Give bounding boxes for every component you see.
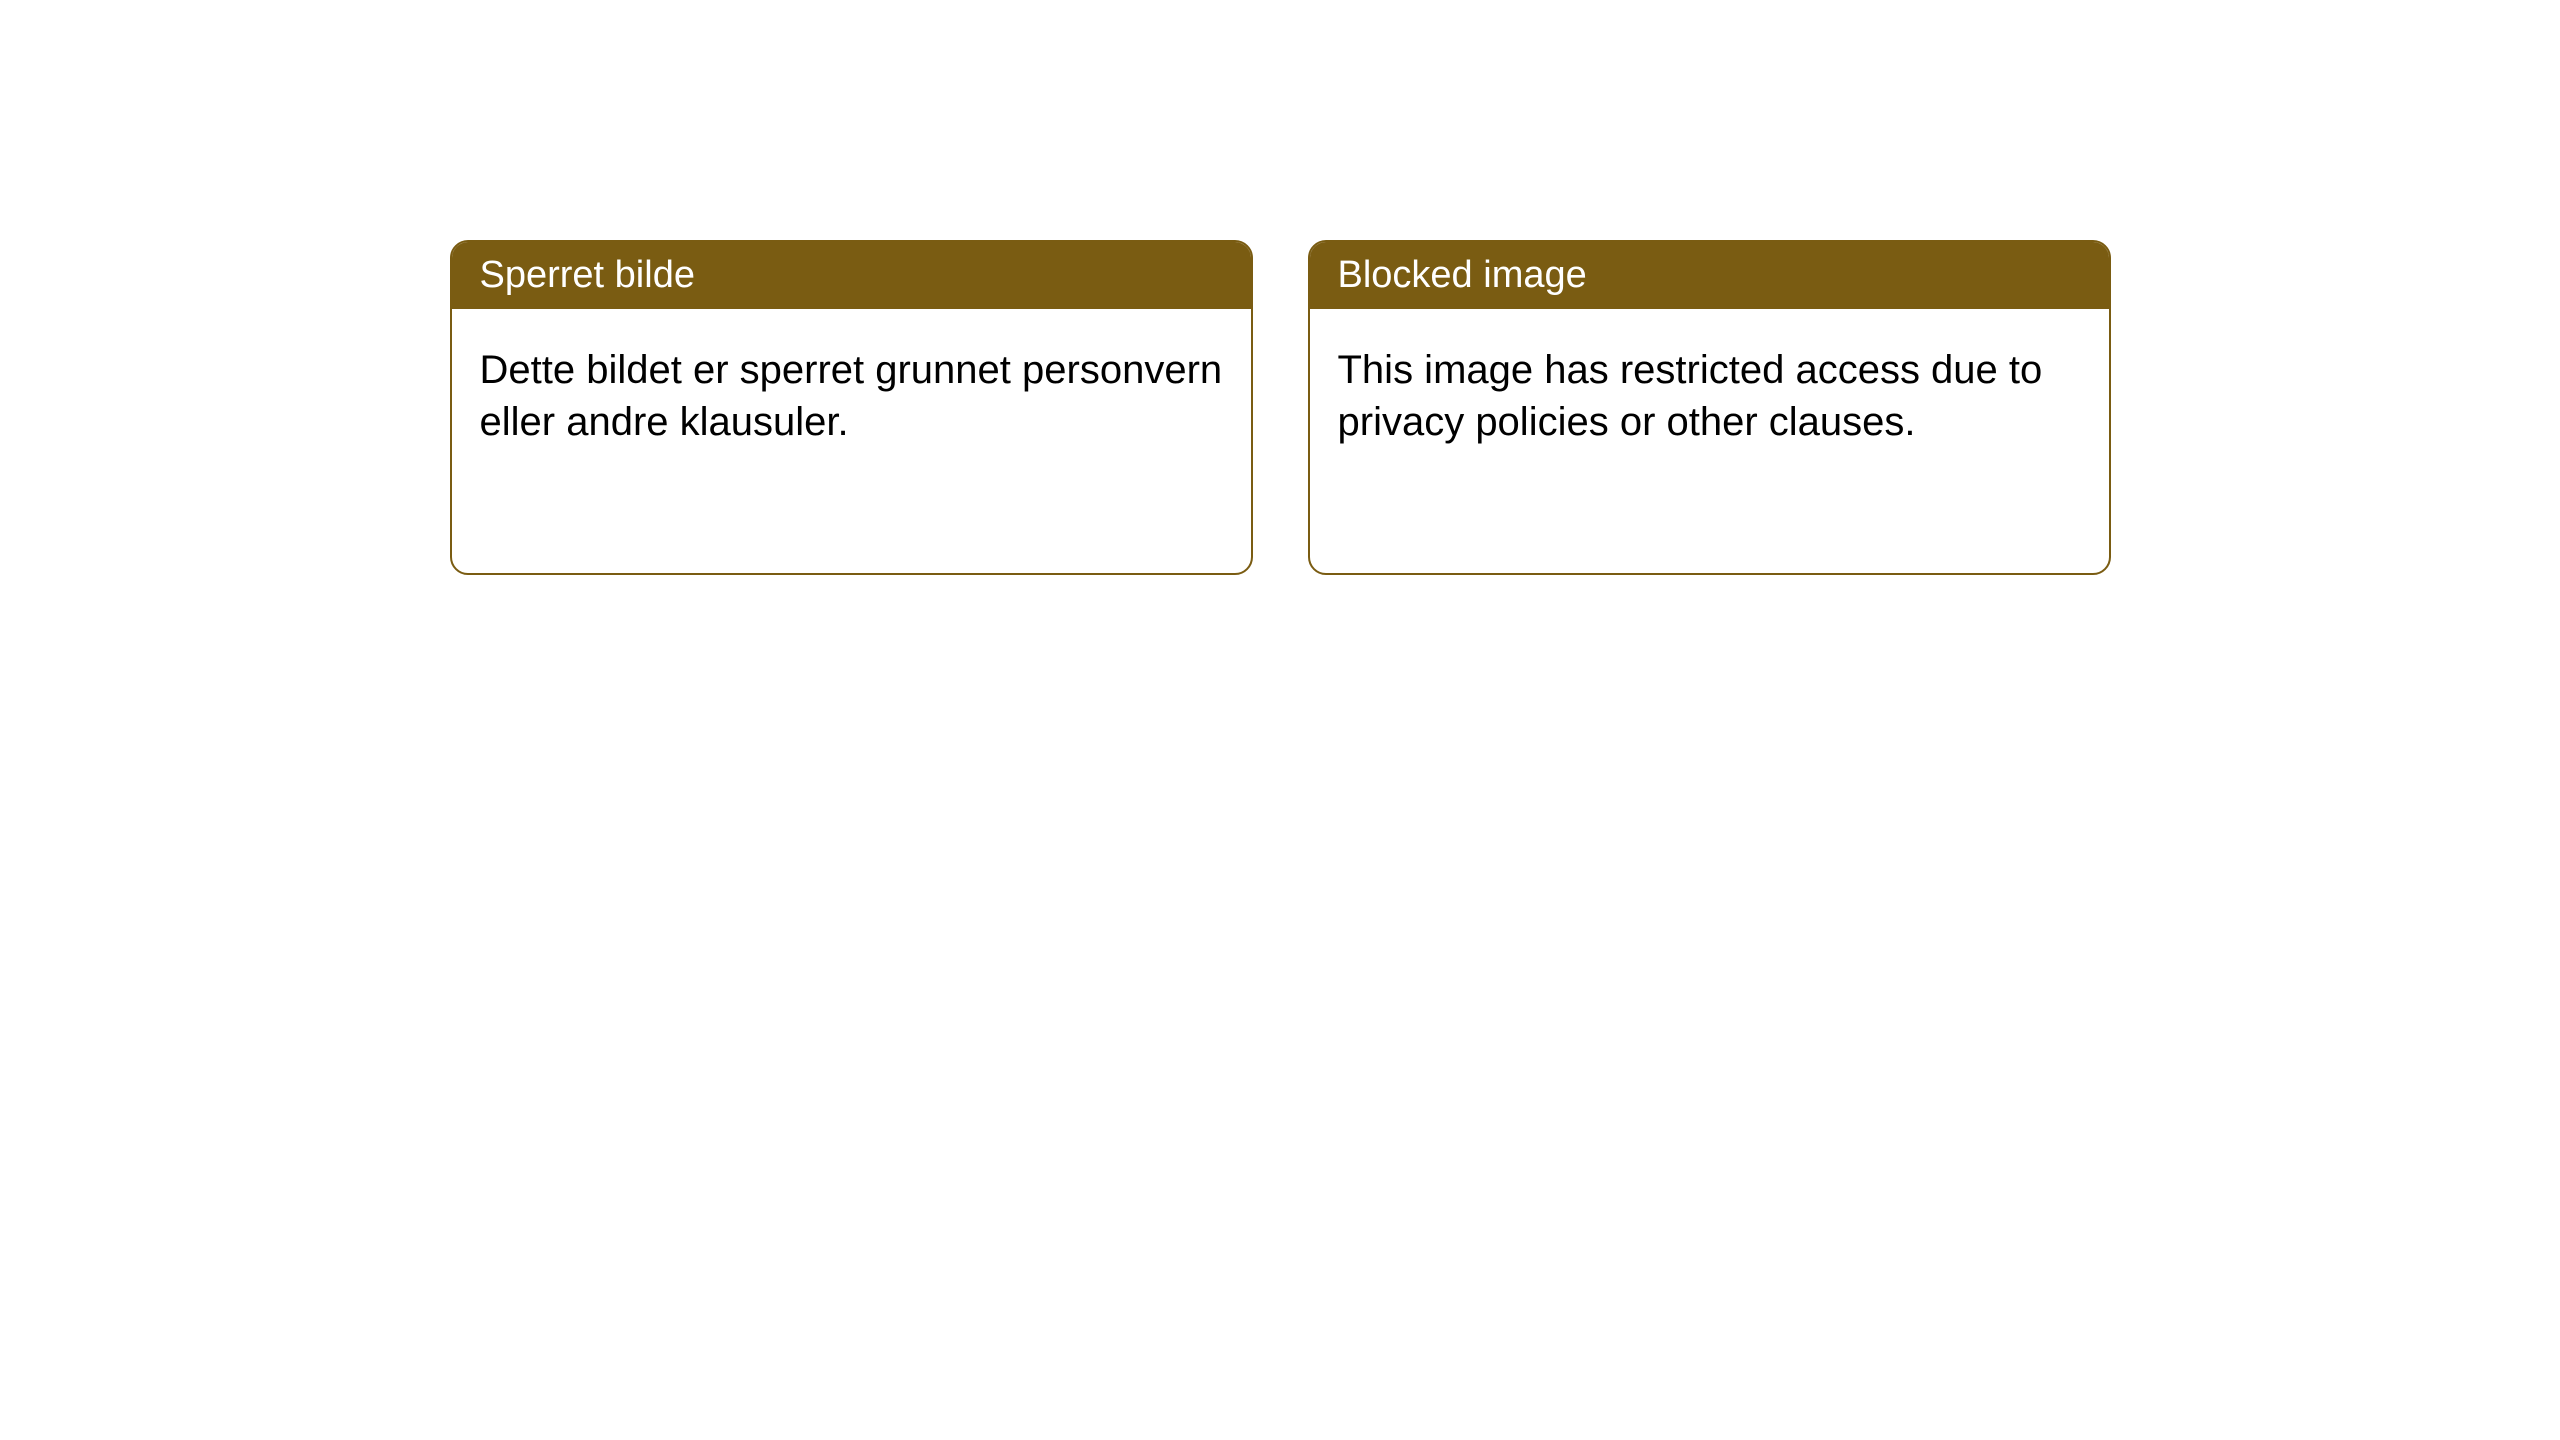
card-title-no: Sperret bilde xyxy=(480,254,695,296)
card-body-text-no: Dette bildet er sperret grunnet personve… xyxy=(480,348,1223,444)
card-body-no: Dette bildet er sperret grunnet personve… xyxy=(452,309,1251,483)
card-title-en: Blocked image xyxy=(1338,254,1587,296)
blocked-image-card-en: Blocked image This image has restricted … xyxy=(1308,240,2111,575)
blocked-image-card-no: Sperret bilde Dette bildet er sperret gr… xyxy=(450,240,1253,575)
card-header-en: Blocked image xyxy=(1310,242,2109,309)
card-body-en: This image has restricted access due to … xyxy=(1310,309,2109,483)
cards-container: Sperret bilde Dette bildet er sperret gr… xyxy=(450,240,2111,1440)
card-body-text-en: This image has restricted access due to … xyxy=(1338,348,2043,444)
card-header-no: Sperret bilde xyxy=(452,242,1251,309)
